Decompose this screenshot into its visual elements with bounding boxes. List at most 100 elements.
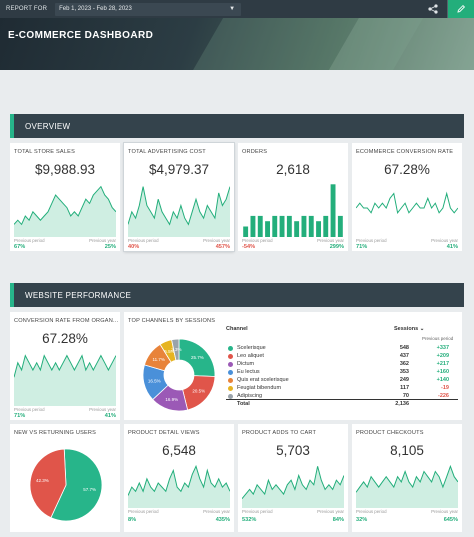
card-ecommerce-conversion-rate: ECOMMERCE CONVERSION RATE 67.28% Previou…: [352, 143, 462, 251]
previous-year-value: 84%: [332, 517, 344, 523]
pie-slice: [50, 448, 103, 522]
slice-label: 25.7%: [191, 355, 204, 360]
channel-change: +209: [436, 353, 449, 359]
share-icon[interactable]: [427, 3, 439, 15]
metric-value: $4,979.37: [148, 162, 210, 177]
previous-period-label: Previous period: [242, 238, 273, 243]
previous-period-value: 532%: [242, 517, 257, 523]
channel-change: +140: [436, 377, 449, 383]
card-total-advertising-cost[interactable]: TOTAL ADVERTISING COST $4,979.37 Previou…: [124, 143, 234, 251]
card-title: CONVERSION RATE FROM ORGAN...: [14, 318, 119, 324]
bar: [257, 215, 263, 237]
previous-period-value: 67%: [14, 244, 26, 250]
card-title: NEW VS RETURNING USERS: [14, 430, 97, 436]
channel-name: Dictum: [237, 361, 255, 367]
column-header-sessions[interactable]: Sessions ⌄: [394, 326, 425, 332]
previous-period-label: Previous period: [356, 238, 387, 243]
metric-value: 5,703: [276, 443, 310, 458]
table-row: Adipiscing 70 -226: [226, 392, 458, 400]
sparkline-area: [128, 466, 230, 508]
previous-period-value: 71%: [356, 244, 368, 250]
slice-label: 20.5%: [192, 389, 205, 394]
sparkline: [242, 466, 344, 508]
dashboard-title: E-COMMERCE DASHBOARD: [8, 30, 154, 41]
card-product-checkouts: PRODUCT CHECKOUTS 8,105 Previous period P…: [352, 424, 462, 532]
channel-name: Scelerisque: [237, 345, 266, 351]
divider: [447, 0, 448, 18]
previous-period-label: Previous period: [128, 509, 159, 514]
legend-dot: [228, 353, 233, 359]
previous-year-label: Previous year: [203, 238, 230, 243]
previous-year-label: Previous year: [203, 509, 230, 514]
card-top-channels: TOP CHANNELS BY SESSIONS 25.7% 20.5% 16.9%…: [124, 312, 462, 420]
card-title: ECOMMERCE CONVERSION RATE: [356, 149, 454, 155]
channel-change: +337: [436, 345, 449, 351]
slice-label: 3.3%: [171, 347, 181, 352]
card-title: ORDERS: [242, 149, 268, 155]
card-title: TOTAL STORE SALES: [14, 149, 76, 155]
slice-label: 11.7%: [152, 357, 164, 362]
legend-dot: [228, 393, 233, 399]
table-row: Eu lectus 353 +160: [226, 368, 458, 376]
edit-button[interactable]: [448, 0, 474, 18]
channels-donut-chart: 25.7% 20.5% 16.9% 16.5% 11.7%5.5%3.3%: [142, 338, 216, 412]
previous-year-value: 435%: [215, 517, 230, 523]
sparkline-line: [242, 466, 344, 500]
pie-slice: [171, 338, 180, 361]
date-range-select[interactable]: Feb 1, 2023 - Feb 28, 2023 ▼: [55, 2, 242, 16]
bar: [294, 221, 300, 237]
sparkline: [14, 185, 116, 237]
card-title: TOTAL ADVERTISING COST: [128, 149, 206, 155]
sparkline-line: [356, 464, 458, 493]
total-value: 2,136: [395, 401, 409, 407]
card-product-detail-views: PRODUCT DETAIL VIEWS 6,548 Previous peri…: [124, 424, 234, 532]
bar: [243, 226, 249, 237]
channel-name: Feugiat bibendum: [237, 385, 282, 391]
metric-value: 67.28%: [384, 162, 430, 177]
bar: [272, 215, 278, 237]
metric-value: 2,618: [276, 162, 310, 177]
dashboard-header: E-COMMERCE DASHBOARD: [0, 18, 474, 70]
table-row: Dictum 362 +217: [226, 360, 458, 368]
previous-period-value: 71%: [14, 413, 26, 419]
previous-year-label: Previous year: [431, 238, 458, 243]
chevron-down-icon: ▼: [229, 5, 236, 12]
pencil-icon: [457, 4, 466, 13]
previous-year-value: 25%: [104, 244, 116, 250]
column-header-previous-period: Previous period: [422, 336, 454, 341]
legend-dot: [228, 377, 233, 383]
sparkline-line: [14, 354, 116, 378]
previous-year-value: 645%: [443, 517, 458, 523]
table-row: Feugiat bibendum 117 -19: [226, 384, 458, 392]
sparkline-area: [356, 466, 458, 508]
previous-period-label: Previous period: [242, 509, 273, 514]
metric-value: 67.28%: [42, 331, 88, 346]
slice-label: 42.3%: [36, 478, 49, 483]
bar-sparkline: [243, 184, 343, 237]
channel-change: -226: [437, 393, 449, 399]
card-new-vs-returning-users: NEW VS RETURNING USERS 57.7% 42.3%: [10, 424, 120, 532]
channel-sessions: 437: [399, 353, 409, 359]
previous-period-label: Previous period: [356, 509, 387, 514]
section-header-overview: OVERVIEW: [10, 114, 464, 138]
previous-period-label: Previous period: [14, 238, 45, 243]
previous-period-value: 40%: [128, 244, 140, 250]
section-header-website-performance: WEBSITE PERFORMANCE: [10, 283, 464, 307]
channel-sessions: 70: [402, 393, 409, 399]
sparkline: [356, 464, 458, 508]
card-product-adds-to-cart: PRODUCT ADDS TO CART 5,703 Previous peri…: [238, 424, 348, 532]
users-pie-chart: 57.7% 42.3%: [29, 448, 103, 522]
previous-period-label: Previous period: [14, 407, 45, 412]
previous-period-value: -54%: [242, 244, 256, 250]
bar: [301, 215, 307, 237]
pie-slice: [29, 448, 67, 519]
card-orders: ORDERS 2,618 Previous period Previous yea…: [238, 143, 348, 251]
bar: [316, 221, 321, 237]
previous-period-value: 8%: [128, 517, 137, 523]
report-for-label: REPORT FOR: [6, 6, 48, 12]
table-row: Quis erat scelerisque 249 +140: [226, 376, 458, 384]
sparkline-line: [356, 191, 458, 214]
bar: [330, 184, 336, 237]
top-bar: REPORT FOR Feb 1, 2023 - Feb 28, 2023 ▼: [0, 0, 474, 18]
previous-year-label: Previous year: [317, 238, 344, 243]
